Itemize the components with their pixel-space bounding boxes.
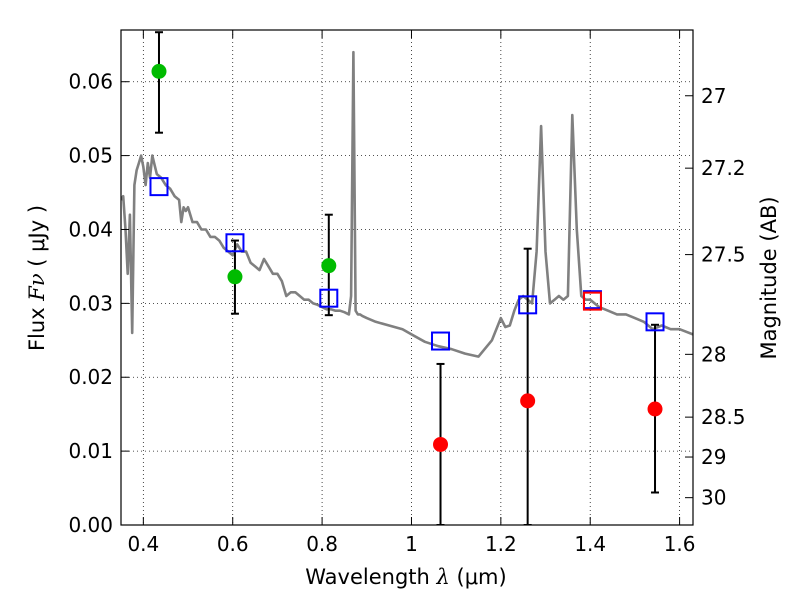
x-tick-label-3: 1 xyxy=(405,532,418,556)
plot-area xyxy=(121,31,693,525)
square-marker-1-4 xyxy=(518,295,538,315)
y2-axis: 27 27.2 27.5 28 28.5 29 30 xyxy=(685,84,746,510)
y-axis: 0.00 0.01 0.02 0.03 0.04 0.05 0.06 xyxy=(68,70,129,537)
y-tick-label-2: 0.02 xyxy=(68,365,113,389)
plot-frame xyxy=(120,29,694,526)
square-marker-1-2 xyxy=(319,288,339,308)
x-axis-label-unit: (μm) xyxy=(450,565,507,589)
circle-marker-4-2 xyxy=(647,401,663,417)
y2-tick-label-5: 29 xyxy=(701,445,726,469)
square-marker-1-6 xyxy=(645,312,665,332)
x-tick-label-6: 1.6 xyxy=(664,532,696,556)
y-axis-label-symbol: Fν xyxy=(25,273,49,302)
y-axis-label-text: Flux xyxy=(25,301,49,351)
y-tick-label-1: 0.01 xyxy=(68,439,113,463)
x-tick-label-0: 0.4 xyxy=(127,532,159,556)
y-axis-label: Flux Fν ( μJy ) xyxy=(25,205,49,351)
x-tick-label-2: 0.8 xyxy=(306,532,338,556)
circle-marker-3-1 xyxy=(227,269,243,285)
y-tick-label-4: 0.04 xyxy=(68,217,113,241)
y-tick-label-6: 0.06 xyxy=(68,70,113,94)
x-axis: 0.4 0.6 0.8 1 1.2 1.4 1.6 xyxy=(127,30,696,556)
square-marker-2-0 xyxy=(582,291,602,311)
circle-marker-4-0 xyxy=(433,436,449,452)
circle-marker-4-1 xyxy=(520,393,536,409)
y-tick-label-3: 0.03 xyxy=(68,291,113,315)
square-marker-1-0 xyxy=(149,177,169,197)
y2-tick-label-1: 27.2 xyxy=(701,156,746,180)
x-axis-label: Wavelength λ (μm) xyxy=(305,565,506,589)
y-tick-label-5: 0.05 xyxy=(68,144,113,168)
x-axis-label-text: Wavelength xyxy=(305,565,436,589)
y2-tick-label-6: 30 xyxy=(701,486,726,510)
x-axis-label-symbol: λ xyxy=(436,565,450,589)
y2-tick-label-2: 27.5 xyxy=(701,243,746,267)
x-tick-label-5: 1.4 xyxy=(574,532,606,556)
square-marker-1-3 xyxy=(431,331,451,351)
y2-tick-label-3: 28 xyxy=(701,342,726,366)
circle-marker-3-2 xyxy=(321,258,337,274)
circle-marker-3-0 xyxy=(151,63,167,79)
square-marker-1-1 xyxy=(225,233,245,253)
x-tick-label-4: 1.2 xyxy=(485,532,517,556)
y2-axis-label: Magnitude (AB) xyxy=(757,196,781,359)
spectrum-line xyxy=(121,50,693,358)
y-axis-label-unit: ( μJy ) xyxy=(25,205,49,273)
y-tick-label-0: 0.00 xyxy=(68,513,113,537)
x-tick-label-1: 0.6 xyxy=(217,532,249,556)
y2-tick-label-0: 27 xyxy=(701,84,726,108)
y2-tick-label-4: 28.5 xyxy=(701,405,746,429)
